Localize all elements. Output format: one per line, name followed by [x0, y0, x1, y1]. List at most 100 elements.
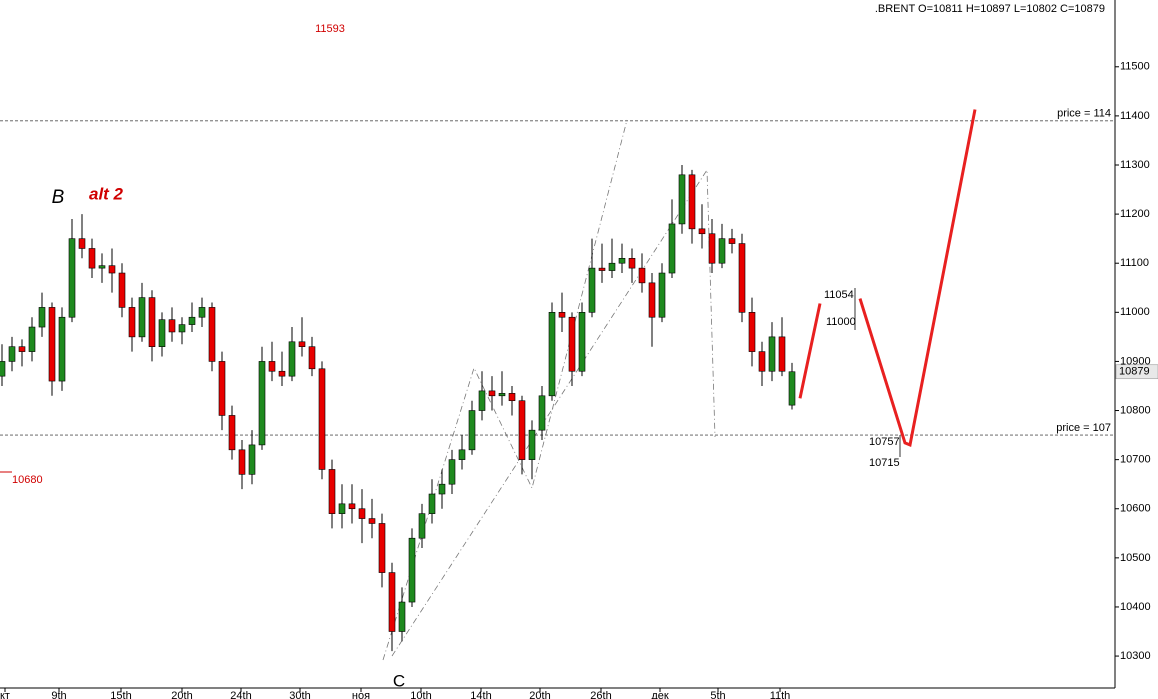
candle-body: [768, 336, 776, 372]
candle-body: [598, 267, 606, 271]
x-tick-label: 30th: [289, 690, 310, 699]
candle-body: [328, 469, 336, 514]
guide-line: [391, 168, 716, 657]
candle-body: [548, 312, 556, 397]
x-tick-label: 26th: [590, 690, 611, 699]
level-label: price = 107: [1056, 422, 1111, 434]
candle-body: [198, 307, 206, 318]
candle-body: [678, 174, 686, 225]
y-tick-label: 10700: [1120, 454, 1151, 466]
candle-body: [248, 444, 256, 475]
target-label: 10757: [869, 436, 900, 448]
x-tick-label: 15th: [110, 690, 131, 699]
level-label: price = 114: [1057, 108, 1111, 120]
candle-body: [578, 312, 586, 372]
symbol-header: .BRENT O=10811 H=10897 L=10802 C=10879: [875, 3, 1105, 15]
candle-body: [718, 238, 726, 264]
candle-body: [308, 346, 316, 370]
candle-body: [658, 272, 666, 318]
candle-body: [208, 307, 216, 362]
wave-label: B: [52, 187, 65, 208]
candle-body: [318, 368, 326, 470]
wave-guides: [382, 119, 716, 661]
x-tick-label: дек: [651, 690, 669, 699]
candle-body: [258, 361, 266, 446]
y-tick-label: 11300: [1120, 159, 1150, 171]
candle-body: [398, 601, 406, 632]
candle-body: [708, 233, 716, 264]
candle-body: [458, 449, 466, 460]
candle-body: [788, 371, 796, 406]
y-tick-label: 11100: [1120, 257, 1149, 269]
candle-body: [18, 346, 26, 352]
candle-body: [348, 503, 356, 510]
candle-body: [98, 265, 106, 269]
candle-body: [298, 341, 306, 347]
candle-body: [538, 395, 546, 431]
candle-body: [138, 297, 146, 338]
candle-body: [408, 537, 416, 603]
candle-body: [0, 361, 6, 377]
candle-body: [148, 297, 156, 347]
candle-body: [428, 493, 436, 514]
last-price-box: [1115, 364, 1158, 380]
target-label: 11054: [824, 289, 854, 301]
candle-body: [568, 316, 576, 372]
candle-body: [748, 312, 756, 352]
candle-body: [368, 518, 376, 524]
candle-body: [588, 267, 596, 313]
candle-body: [518, 400, 526, 460]
candle-body: [668, 223, 676, 274]
candle-body: [8, 346, 16, 362]
x-tick-label: 10th: [410, 690, 431, 699]
candle-body: [508, 393, 516, 402]
candle-body: [88, 248, 96, 269]
last-price-label: 10879: [1119, 366, 1150, 378]
candle-body: [278, 370, 286, 377]
y-tick-label: 11500: [1120, 61, 1150, 73]
y-tick-label: 10400: [1120, 601, 1151, 613]
y-tick-label: 10800: [1120, 404, 1151, 416]
candle-body: [168, 319, 176, 333]
y-tick-label: 10500: [1120, 552, 1151, 564]
x-tick-label: 20th: [171, 690, 192, 699]
x-tick-label: 9th: [51, 690, 66, 699]
candle-body: [268, 361, 276, 372]
candle-body: [498, 393, 506, 397]
candle-body: [288, 341, 296, 377]
candle-body: [528, 429, 536, 460]
target-label: 11000: [826, 316, 856, 328]
price-note: 10680: [12, 474, 43, 486]
candle-body: [558, 312, 566, 318]
price-note: 11593: [315, 23, 345, 35]
candle-body: [448, 459, 456, 485]
candle-body: [378, 523, 386, 573]
candle-body: [238, 449, 246, 475]
x-tick-label: кт: [0, 690, 10, 699]
y-tick-label: 11200: [1120, 208, 1150, 220]
y-tick-label: 10600: [1120, 503, 1151, 515]
candle-body: [628, 258, 636, 269]
x-tick-label: 11th: [770, 690, 791, 699]
y-tick-label: 10300: [1120, 650, 1151, 662]
candle-body: [728, 238, 736, 244]
candle-body: [118, 272, 126, 308]
candle-body: [188, 316, 196, 325]
y-tick-label: 11000: [1120, 306, 1150, 318]
y-tick-label: 11400: [1120, 110, 1150, 122]
candle-body: [358, 508, 366, 519]
candle-body: [618, 258, 626, 264]
candle-body: [108, 265, 116, 274]
candle-body: [338, 503, 346, 514]
candle-body: [698, 228, 706, 235]
candle-body: [608, 262, 616, 271]
candle-body: [758, 351, 766, 372]
candle-body: [438, 483, 446, 495]
candle-body: [418, 513, 426, 539]
guide-line: [382, 119, 628, 661]
x-tick-label: 20th: [529, 690, 550, 699]
candle-body: [38, 307, 46, 328]
candle-body: [648, 282, 656, 318]
